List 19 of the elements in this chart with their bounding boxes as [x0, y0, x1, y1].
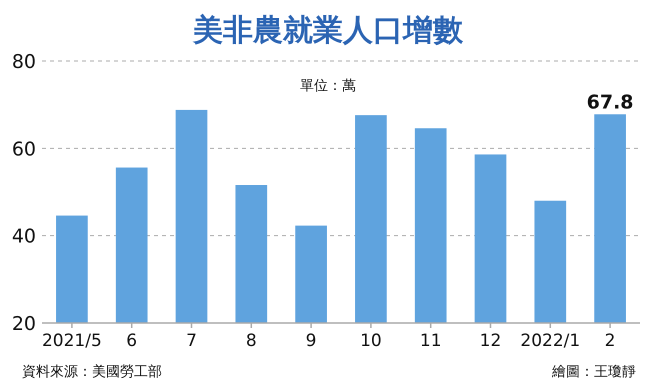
data-label: 67.8: [586, 91, 634, 114]
y-tick-label: 20: [12, 313, 36, 335]
y-tick-label: 60: [12, 138, 36, 160]
x-tick-label: 12: [480, 331, 502, 351]
x-tick-label: 2021/5: [42, 331, 102, 351]
text: 單位：萬: [300, 78, 356, 94]
y-tick-label: 40: [12, 226, 36, 248]
x-tick-label: 11: [420, 331, 442, 351]
x-tick-label: 2022/1: [520, 331, 580, 351]
text: 繪圖：王瓊靜: [551, 364, 636, 380]
x-tick-label: 2: [604, 331, 616, 351]
x-tick-label: 6: [126, 331, 138, 351]
y-tick-label: 80: [12, 51, 36, 73]
source-note: 資料來源：美國勞工部: [22, 364, 162, 380]
x-tick-label: 7: [186, 331, 197, 351]
chart-title: 美非農就業人口增數: [192, 13, 464, 48]
x-tick-label: 9: [306, 331, 317, 351]
x-tick-label: 8: [246, 331, 257, 351]
x-tick-label: 10: [360, 331, 382, 351]
